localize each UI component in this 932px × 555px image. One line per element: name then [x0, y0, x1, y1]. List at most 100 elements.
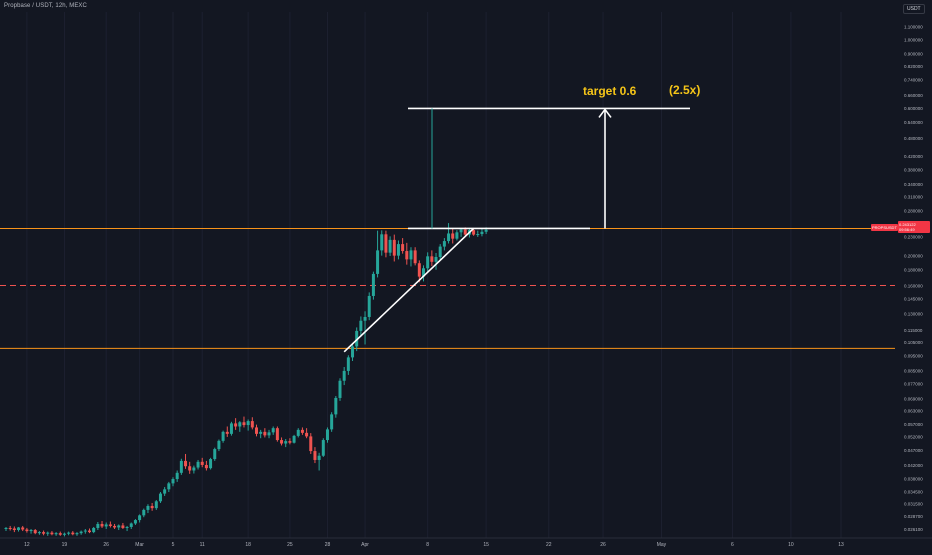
candle-body — [179, 460, 183, 473]
candle-body — [409, 250, 413, 260]
candle-body — [417, 263, 421, 277]
candle-body — [300, 429, 304, 433]
candle-body — [50, 532, 54, 535]
candle-body — [430, 256, 434, 262]
candle-body — [346, 357, 350, 371]
candle-body — [104, 524, 108, 527]
candle-body — [4, 527, 8, 529]
candle-body — [392, 239, 396, 256]
y-tick-label: 0.095000 — [904, 353, 923, 358]
candle-body — [305, 432, 309, 437]
x-tick-label: 26 — [103, 542, 109, 548]
candle-body — [138, 515, 142, 521]
candle-body — [17, 527, 21, 531]
candle-body — [58, 533, 62, 535]
candle-body — [92, 527, 96, 533]
y-tick-label: 0.480000 — [904, 136, 923, 141]
candle-body — [359, 320, 363, 331]
candle-body — [296, 429, 300, 436]
candle-body — [146, 505, 150, 510]
y-tick-label: 0.740000 — [904, 78, 923, 83]
candle-body — [388, 239, 392, 253]
candle-body — [133, 520, 137, 524]
candle-body — [204, 464, 208, 469]
x-tick-label: 15 — [483, 542, 489, 548]
candle-body — [117, 525, 121, 528]
candle-body — [21, 527, 25, 530]
candle-body — [263, 431, 267, 436]
candle-body — [171, 479, 175, 484]
candle-body — [451, 233, 455, 239]
candle-body — [213, 449, 217, 460]
candle-body — [121, 525, 125, 528]
candle-body — [29, 530, 33, 532]
y-tick-label: 0.420000 — [904, 154, 923, 159]
candle-body — [459, 229, 463, 233]
candle-body — [309, 436, 313, 452]
x-tick-label: 8 — [426, 542, 429, 548]
x-tick-label: 28 — [325, 542, 331, 548]
candle-body — [129, 523, 133, 527]
candle-body — [376, 250, 380, 274]
candle-body — [54, 533, 58, 535]
y-tick-label: 0.069000 — [904, 396, 923, 401]
symbol-tag: PROPSUSDT — [871, 224, 898, 231]
candle-body — [33, 530, 37, 534]
ascending-trendline — [343, 227, 475, 353]
candle-body — [175, 472, 179, 480]
candle-body — [442, 241, 446, 247]
candle-body — [113, 525, 117, 528]
candle-body — [88, 530, 91, 533]
candle-body — [217, 440, 221, 450]
bar-countdown: 09:56:49 — [899, 227, 915, 232]
y-tick-label: 0.145000 — [904, 297, 923, 302]
candle-body — [83, 530, 87, 532]
x-tick-label: May — [657, 542, 667, 548]
x-tick-label: 22 — [546, 542, 552, 548]
x-tick-label: 26 — [600, 542, 606, 548]
candle-body — [167, 483, 171, 490]
y-tick-label: 0.180000 — [904, 268, 923, 273]
candle-body — [200, 461, 204, 465]
candle-body — [472, 230, 476, 235]
y-tick-label: 0.130000 — [904, 311, 923, 316]
y-tick-label: 0.660000 — [904, 93, 923, 98]
candle-body — [125, 526, 129, 528]
y-tick-label: 1.100000 — [904, 25, 923, 30]
candle-body — [367, 295, 371, 317]
candle-body — [154, 501, 158, 509]
candle-body — [413, 250, 417, 264]
price-axis-background — [895, 0, 932, 550]
candle-body — [422, 268, 425, 277]
candle-body — [338, 380, 342, 398]
candle-body — [325, 429, 329, 441]
candle-body — [438, 246, 442, 257]
candle-body — [37, 532, 41, 534]
candle-body — [434, 256, 438, 262]
candle-body — [100, 523, 104, 527]
candle-body — [246, 421, 250, 426]
x-tick-label: Mar — [135, 542, 144, 548]
candle-body — [342, 370, 346, 381]
candle-body — [334, 397, 338, 415]
x-tick-label: 13 — [838, 542, 844, 548]
candle-body — [275, 428, 279, 441]
x-tick-label: 5 — [172, 542, 175, 548]
candle-body — [313, 451, 317, 460]
y-tick-label: 0.600000 — [904, 106, 923, 111]
candle-body — [280, 440, 284, 444]
y-tick-label: 0.310000 — [904, 195, 923, 200]
currency-badge[interactable]: USDT — [903, 4, 925, 14]
y-tick-label: 0.052000 — [904, 434, 923, 439]
y-tick-label: 0.047000 — [904, 448, 923, 453]
candle-body — [396, 244, 400, 256]
candle-body — [46, 532, 50, 534]
candle-body — [108, 524, 112, 526]
y-tick-label: 0.540000 — [904, 120, 923, 125]
y-tick-label: 0.280000 — [904, 208, 923, 213]
candle-body — [476, 234, 480, 236]
candle-body — [229, 423, 233, 434]
y-tick-label: 0.105000 — [904, 340, 923, 345]
